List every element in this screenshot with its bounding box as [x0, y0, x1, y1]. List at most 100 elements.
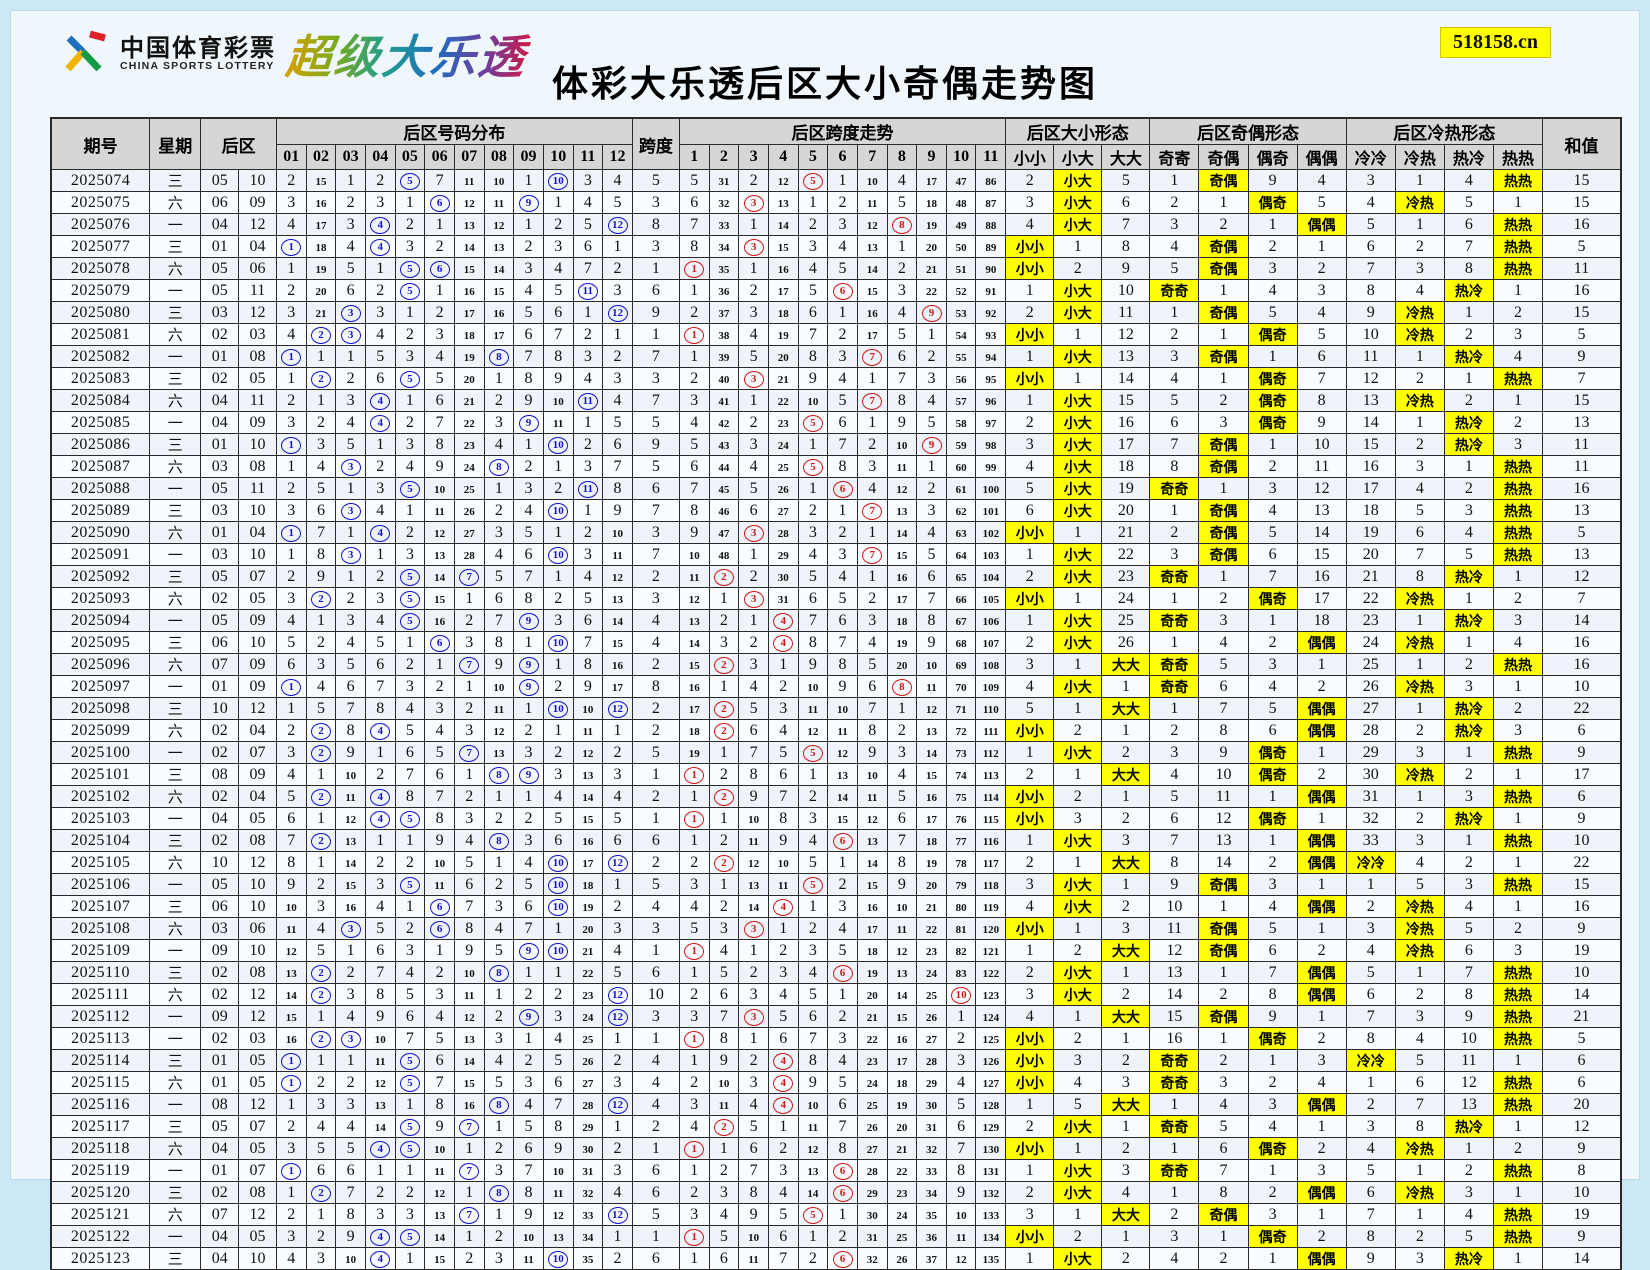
coldhot-pattern-cell: 6 [1345, 235, 1396, 258]
dist-cell: 6 [335, 279, 366, 302]
trend-cell: 1 [678, 829, 710, 852]
span-hit-circle: 3 [743, 1009, 764, 1026]
parity-pattern-cell: 12 [1198, 807, 1249, 830]
trend-cell: 2 [916, 345, 947, 368]
coldhot-pattern-cell: 1 [1443, 367, 1494, 390]
dist-cell: 2 [483, 1005, 515, 1028]
coldhot-pattern-cell: 13 [1443, 1093, 1494, 1116]
trend-cell: 93 [975, 323, 1007, 346]
trend-cell: 22 [916, 917, 947, 940]
trend-cell: 3 [827, 345, 858, 368]
dist-cell: 4 [305, 917, 337, 940]
dist-cell: 3 [572, 169, 604, 192]
dist-cell: 26 [453, 499, 485, 522]
parity-pattern-cell-highlight: 奇奇 [1149, 653, 1200, 676]
dist-cell: 33 [572, 1203, 604, 1226]
trend-cell: 90 [975, 257, 1007, 280]
coldhot-pattern-cell: 2 [1443, 1159, 1494, 1182]
dist-cell: 18 [305, 235, 337, 258]
issue-cell: 2025120 [50, 1181, 151, 1204]
trend-cell: 1 [886, 697, 918, 720]
size-pattern-cell-highlight: 大大 [1101, 851, 1151, 874]
size-pattern-cell: 3 [1053, 1049, 1103, 1072]
size-pattern-cell-highlight: 大大 [1101, 653, 1151, 676]
dist-cell: 4 [602, 939, 633, 962]
span-cell: 3 [631, 191, 680, 214]
dist-cell: 6 [275, 807, 307, 830]
trend-cell: 5 [916, 543, 947, 566]
drawn-number-circle: 4 [370, 1251, 391, 1268]
rear-number-cell: 01 [200, 1159, 240, 1182]
table-row: 2025099 六 02 04 2 2 8 4 5 4 3 12 2 1 11 1 2 18 2 6 4 12 11 8 2 13… [50, 719, 1621, 742]
drawn-number-circle: 4 [370, 217, 391, 234]
dist-cell: 1 [275, 1159, 307, 1182]
dist-cell: 9 [513, 653, 544, 676]
dist-cell: 1 [335, 521, 366, 544]
drawn-number-circle: 7 [459, 1119, 480, 1136]
trend-cell: 9 [856, 741, 888, 764]
trend-cell: 1 [708, 873, 740, 896]
trend-cell: 1 [708, 675, 740, 698]
trend-cell: 2 [708, 785, 740, 808]
size-pattern-cell: 2 [1005, 565, 1055, 588]
rear-number-cell: 09 [238, 653, 277, 676]
dist-cell: 1 [424, 653, 455, 676]
issue-cell: 2025075 [50, 191, 151, 214]
dist-cell: 4 [364, 235, 396, 258]
trend-cell: 9 [767, 829, 799, 852]
dist-cell: 1 [275, 235, 307, 258]
trend-cell: 35 [708, 257, 740, 280]
dist-cell: 3 [602, 367, 633, 390]
span-hit-circle: 2 [713, 855, 734, 872]
parity-pattern-cell: 3 [1296, 1049, 1347, 1072]
drawn-number-circle: 2 [310, 371, 331, 388]
parity-pattern-cell: 2 [1296, 675, 1347, 698]
dist-cell: 5 [483, 565, 515, 588]
week-cell: 六 [149, 719, 202, 742]
drawn-number-circle: 4 [370, 1229, 391, 1246]
table-row: 2025075 六 06 09 3 16 2 3 1 6 12 11 9 1 4 5 3 6 32 3 13 1 2 11 5 1… [50, 191, 1621, 214]
week-cell: 三 [149, 1247, 202, 1270]
issue-cell: 2025094 [50, 609, 151, 632]
dist-cell: 3 [364, 191, 396, 214]
dist-cell: 1 [364, 1159, 396, 1182]
rear-number-cell: 06 [200, 631, 240, 654]
coldhot-pattern-cell-highlight: 热冷 [1443, 411, 1494, 434]
parity-pattern-cell-highlight: 偶奇 [1247, 411, 1298, 434]
trend-cell: 5 [827, 257, 858, 280]
trend-cell: 66 [945, 587, 977, 610]
size-pattern-cell: 14 [1101, 367, 1151, 390]
dist-cell: 3 [394, 235, 426, 258]
drawn-number-circle: 9 [518, 1009, 539, 1026]
trend-cell: 5 [767, 1005, 799, 1028]
parity-pattern-cell: 7 [1149, 433, 1200, 456]
dist-cell: 15 [602, 631, 633, 654]
site-url-badge[interactable]: 518158.cn [1440, 27, 1551, 58]
size-pattern-cell: 2 [1005, 631, 1055, 654]
dist-cell: 2 [305, 367, 337, 390]
drawn-number-circle: 9 [518, 943, 539, 960]
dist-cell: 12 [483, 213, 515, 236]
dist-cell: 3 [305, 895, 337, 918]
col-header: 8 [886, 144, 918, 170]
size-pattern-cell: 3 [1005, 983, 1055, 1006]
parity-pattern-cell: 1 [1198, 367, 1249, 390]
dist-cell: 6 [424, 191, 455, 214]
size-pattern-cell: 20 [1101, 499, 1151, 522]
dist-cell: 1 [453, 1137, 485, 1160]
trend-cell: 10 [678, 543, 710, 566]
dist-cell: 8 [483, 961, 515, 984]
trend-cell: 2 [797, 785, 829, 808]
dist-cell: 5 [602, 961, 633, 984]
col-header: 偶奇 [1247, 144, 1298, 170]
trend-cell: 6 [886, 345, 918, 368]
dist-cell: 2 [602, 257, 633, 280]
dist-cell: 2 [572, 323, 604, 346]
col-header: 12 [602, 144, 633, 170]
coldhot-pattern-cell: 4 [1394, 1027, 1445, 1050]
coldhot-pattern-cell: 2 [1394, 367, 1445, 390]
sum-cell: 14 [1542, 983, 1621, 1006]
dist-cell: 2 [305, 719, 337, 742]
issue-cell: 2025082 [50, 345, 151, 368]
dist-cell: 6 [572, 235, 604, 258]
